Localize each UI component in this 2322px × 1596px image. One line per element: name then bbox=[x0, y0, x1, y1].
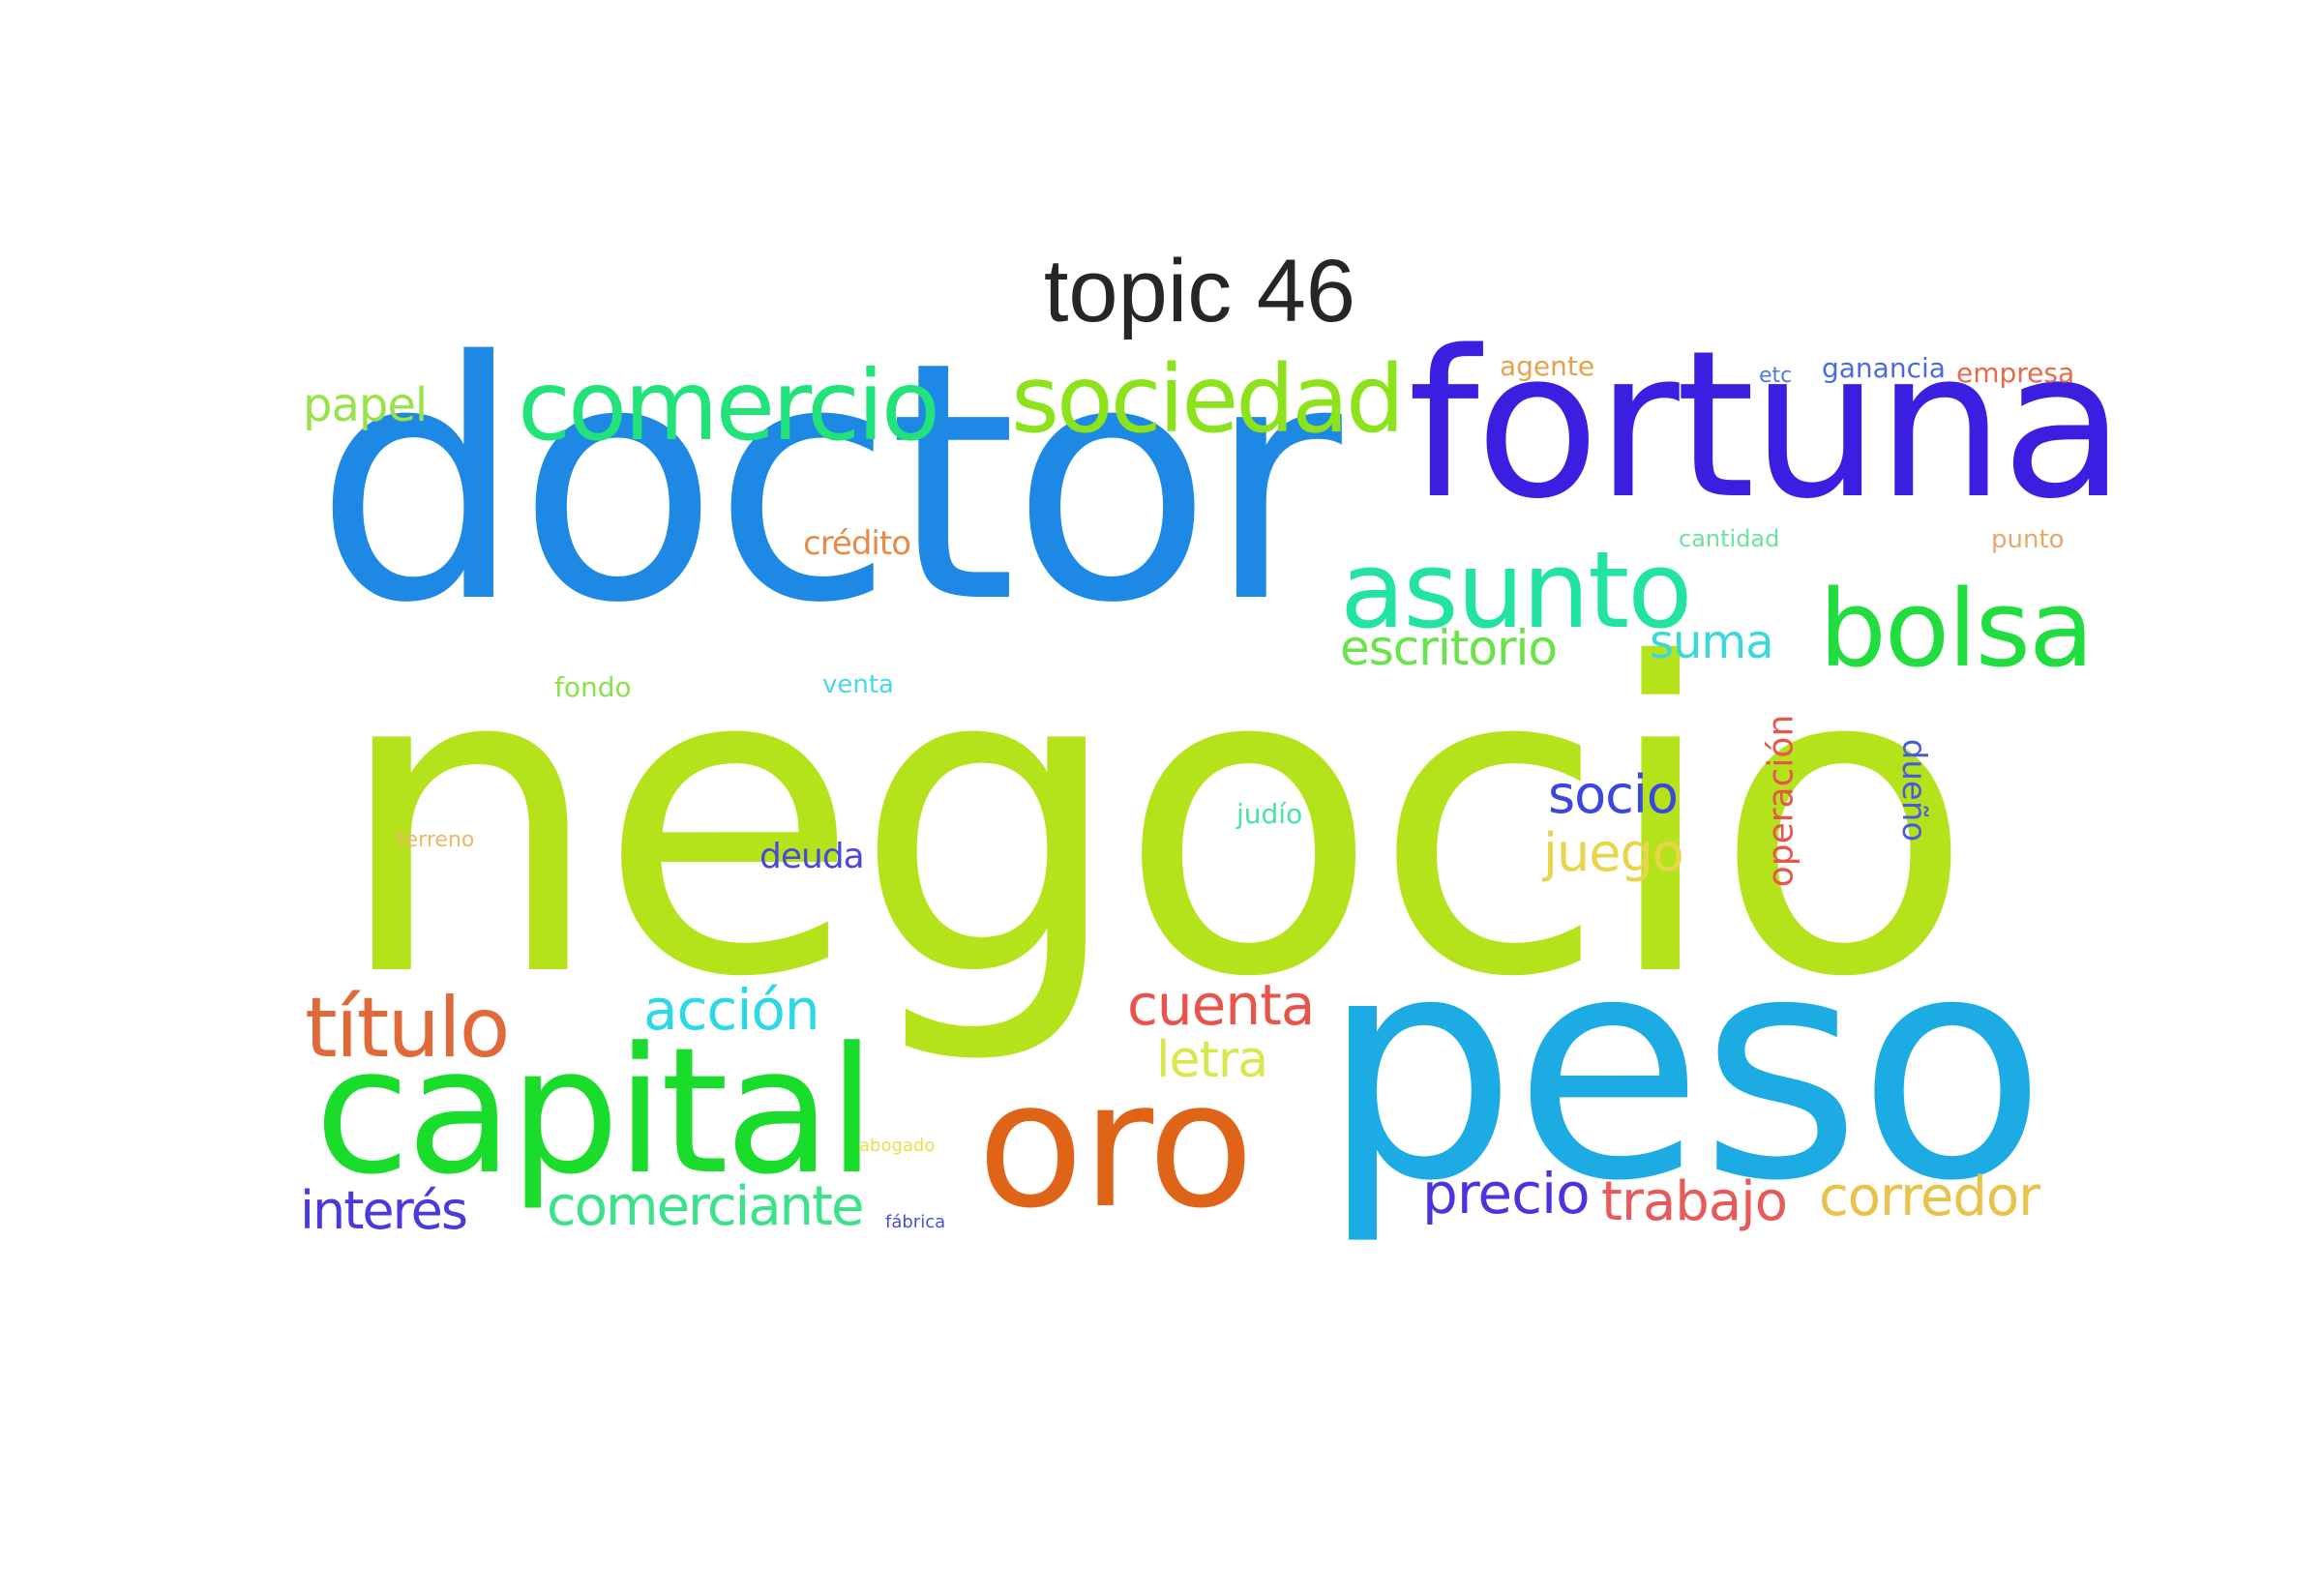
word-fabrica: fábrica bbox=[885, 1212, 946, 1232]
word-letra: letra bbox=[1156, 1031, 1268, 1089]
word-socio: socio bbox=[1548, 764, 1679, 825]
word-deuda: deuda bbox=[759, 837, 865, 876]
word-empresa: empresa bbox=[1956, 357, 2075, 389]
word-peso: peso bbox=[1321, 889, 2046, 1249]
word-sociedad: sociedad bbox=[1011, 345, 1405, 454]
word-escritorio: escritorio bbox=[1340, 620, 1558, 676]
word-fortuna: fortuna bbox=[1408, 307, 2126, 544]
word-precio: precio bbox=[1422, 1161, 1591, 1227]
word-agente: agente bbox=[1500, 350, 1595, 382]
chart-title: topic 46 bbox=[1043, 242, 1356, 340]
word-corredor: corredor bbox=[1819, 1166, 2040, 1228]
word-juego: juego bbox=[1543, 822, 1684, 883]
word-papel: papel bbox=[303, 378, 428, 432]
word-cuenta: cuenta bbox=[1127, 972, 1315, 1038]
word-capital: capital bbox=[314, 1011, 876, 1213]
word-comerciante: comerciante bbox=[547, 1175, 864, 1238]
word-oro: oro bbox=[977, 1045, 1254, 1247]
word-dueno: dueño bbox=[1894, 738, 1934, 842]
word-trabajo: trabajo bbox=[1601, 1170, 1788, 1233]
word-ganancia: ganancia bbox=[1822, 352, 1946, 384]
word-operacion: operación bbox=[1761, 714, 1801, 888]
word-fondo: fondo bbox=[554, 671, 632, 703]
word-suma: suma bbox=[1650, 615, 1774, 669]
word-credito: crédito bbox=[803, 524, 911, 563]
word-abogado: abogado bbox=[859, 1136, 936, 1156]
word-asunto: asunto bbox=[1340, 528, 1693, 652]
word-negocio: negocio bbox=[334, 575, 1974, 1070]
word-etc: etc bbox=[1759, 364, 1793, 388]
word-comercio: comercio bbox=[518, 349, 940, 462]
word-punto: punto bbox=[1991, 525, 2065, 554]
word-doctor: doctor bbox=[314, 292, 1342, 675]
word-cantidad: cantidad bbox=[1679, 525, 1780, 552]
word-titulo: título bbox=[305, 980, 510, 1077]
word-bolsa: bolsa bbox=[1819, 567, 2094, 691]
word-terreno: terreno bbox=[397, 828, 475, 852]
word-accion: acción bbox=[643, 977, 820, 1043]
word-venta: venta bbox=[822, 670, 894, 699]
word-interes: interés bbox=[300, 1180, 468, 1241]
word-judio: judío bbox=[1236, 798, 1303, 830]
